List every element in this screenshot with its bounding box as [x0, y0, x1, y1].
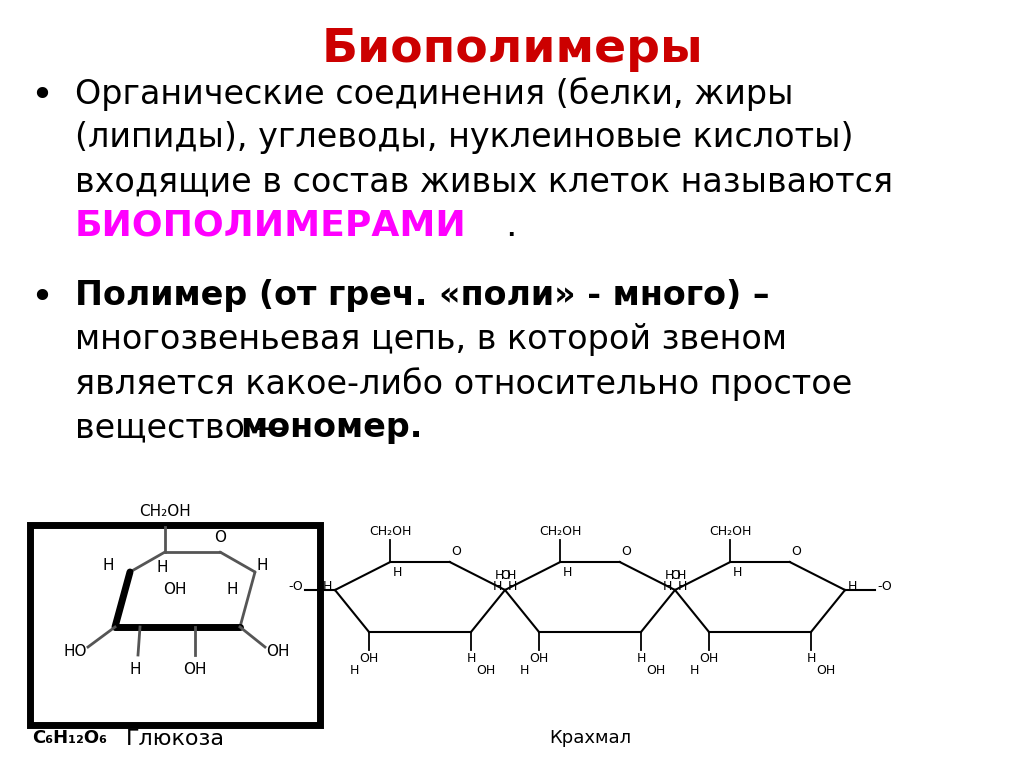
Text: H: H	[256, 558, 267, 572]
Text: H: H	[508, 581, 517, 594]
Text: H: H	[689, 664, 698, 677]
Text: HO: HO	[63, 644, 87, 660]
Text: H: H	[393, 565, 402, 578]
Text: O: O	[452, 545, 462, 558]
Text: H: H	[323, 581, 332, 594]
Text: OH: OH	[183, 662, 207, 677]
Text: H: H	[349, 664, 358, 677]
Text: O: O	[622, 545, 632, 558]
Text: H: H	[226, 581, 238, 597]
Text: CH₂OH: CH₂OH	[709, 525, 752, 538]
Text: H: H	[102, 558, 114, 572]
Text: H: H	[519, 664, 528, 677]
Text: CH₂OH: CH₂OH	[139, 504, 190, 519]
Text: H: H	[806, 652, 816, 665]
Text: БИОПОЛИМЕРАМИ: БИОПОЛИМЕРАМИ	[75, 209, 467, 243]
Text: OH: OH	[266, 644, 290, 660]
Text: H: H	[665, 569, 674, 582]
Text: •: •	[30, 77, 53, 115]
Text: (липиды), углеводы, нуклеиновые кислоты): (липиды), углеводы, нуклеиновые кислоты)	[75, 121, 853, 154]
Text: OH: OH	[359, 652, 379, 665]
Text: вещество —: вещество —	[75, 411, 300, 444]
Text: H: H	[676, 569, 686, 582]
Text: OH: OH	[816, 664, 836, 677]
Text: C₆H₁₂O₆: C₆H₁₂O₆	[32, 729, 106, 747]
Text: CH₂OH: CH₂OH	[539, 525, 582, 538]
Text: H: H	[495, 569, 504, 582]
Text: мономер.: мономер.	[240, 411, 422, 444]
Text: H: H	[636, 652, 646, 665]
Text: OH: OH	[163, 581, 186, 597]
Text: H: H	[663, 581, 672, 594]
Text: OH: OH	[476, 664, 496, 677]
Text: -O: -O	[288, 581, 303, 594]
Text: Органические соединения (белки, жиры: Органические соединения (белки, жиры	[75, 77, 794, 111]
Text: OH: OH	[646, 664, 666, 677]
Text: OH: OH	[699, 652, 719, 665]
Text: •: •	[30, 279, 53, 317]
Text: OH: OH	[529, 652, 549, 665]
Text: входящие в состав живых клеток называются: входящие в состав живых клеток называютс…	[75, 165, 893, 198]
Text: -O: -O	[877, 581, 892, 594]
Text: H: H	[678, 581, 687, 594]
Text: H: H	[466, 652, 476, 665]
Text: O: O	[792, 545, 802, 558]
Text: является какое-либо относительно простое: является какое-либо относительно простое	[75, 367, 852, 401]
Text: H: H	[506, 569, 516, 582]
Text: O: O	[500, 569, 510, 582]
Text: O: O	[214, 530, 226, 545]
Text: H: H	[493, 581, 502, 594]
Text: H: H	[129, 662, 140, 677]
Text: H: H	[733, 565, 742, 578]
Text: H: H	[848, 581, 857, 594]
Bar	[30, 525, 319, 725]
Text: .: .	[505, 209, 516, 243]
Text: Биополимеры: Биополимеры	[322, 27, 702, 72]
Text: H: H	[563, 565, 572, 578]
Text: H: H	[157, 559, 168, 574]
Text: многозвеньевая цепь, в которой звеном: многозвеньевая цепь, в которой звеном	[75, 323, 787, 356]
Text: Полимер (от греч. «поли» - много) –: Полимер (от греч. «поли» - много) –	[75, 279, 769, 312]
Text: Крахмал: Крахмал	[549, 729, 631, 747]
Text: Глюкоза: Глюкоза	[126, 729, 224, 749]
Text: O: O	[670, 569, 680, 582]
Text: CH₂OH: CH₂OH	[369, 525, 412, 538]
